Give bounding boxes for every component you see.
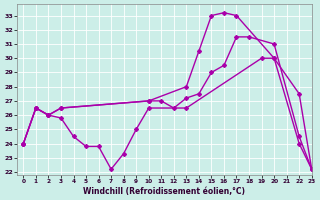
- X-axis label: Windchill (Refroidissement éolien,°C): Windchill (Refroidissement éolien,°C): [84, 187, 245, 196]
